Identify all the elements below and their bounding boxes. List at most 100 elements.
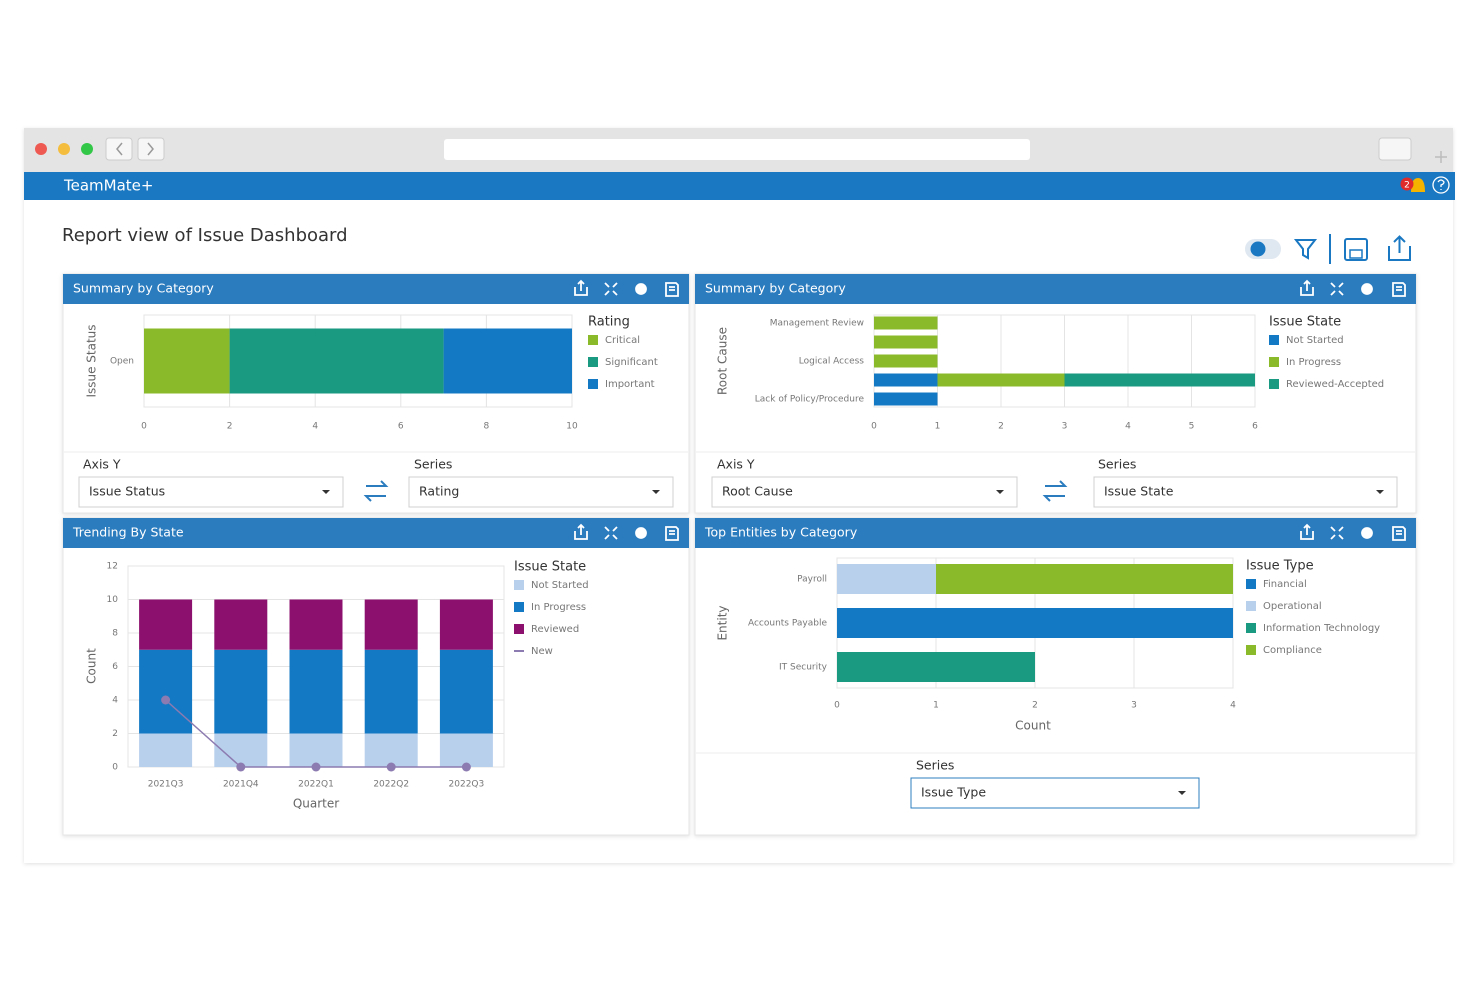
x-tick-label: 2 [998,422,1004,432]
select-value: Rating [419,484,459,499]
settings-icon[interactable] [635,283,647,295]
select-box[interactable] [910,777,1200,809]
report-icon[interactable] [665,282,679,297]
x-tick-label: 4 [312,422,318,432]
select-value: Issue State [1104,484,1174,499]
save-button[interactable] [1344,238,1368,261]
y-tick-label: Payroll [797,575,827,585]
select-caret [996,490,1004,494]
y-tick-label: Logical Access [799,357,865,367]
report-icon[interactable] [1392,526,1406,541]
legend-label: Compliance [1263,645,1322,656]
bar-segment [439,649,493,734]
legend-label: Not Started [1286,335,1344,346]
report-icon[interactable] [1392,282,1406,297]
x-tick-label: 1 [933,701,939,711]
legend-label: Significant [605,357,658,368]
x-tick-label: 2021Q3 [148,780,184,790]
select-box[interactable] [1093,476,1398,508]
expand-icon[interactable] [604,282,618,296]
settings-icon[interactable] [1361,527,1373,539]
bar-segment [936,564,1233,594]
line-point [236,762,246,772]
app-bar [24,172,1455,200]
legend-swatch [1269,335,1279,345]
legend-swatch [1269,357,1279,367]
bar-segment [874,373,938,387]
legend-title: Issue State [1269,315,1341,330]
export-icon[interactable] [574,523,588,540]
bar-segment [443,328,572,394]
bar-segment [874,316,938,330]
y-axis-label: Count [85,648,99,684]
legend-label: Important [605,379,655,390]
bar-segment [439,599,493,650]
legend-label: Operational [1263,601,1322,612]
bar-segment [139,599,193,650]
export-icon[interactable] [1300,523,1314,540]
y-axis-label: Root Cause [716,327,730,395]
bar-segment [1064,373,1255,387]
legend-label: In Progress [1286,357,1341,368]
x-tick-label: 2 [1032,701,1038,711]
x-tick-label: 2022Q1 [298,780,334,790]
y-tick-label: 10 [107,595,119,605]
close-button[interactable] [35,143,47,155]
x-axis-label: Count [1015,719,1051,733]
control-label: Series [916,758,954,773]
share-button[interactable] [1378,137,1412,161]
report-icon[interactable] [665,526,679,541]
legend-label: Critical [605,335,640,346]
bar-segment [229,328,444,394]
control-label: Series [1098,457,1136,472]
y-tick-label: Open [110,357,134,367]
x-tick-label: 0 [834,701,840,711]
export-button[interactable] [1388,235,1411,261]
legend-swatch [1246,601,1256,611]
notification-count: 2 [1404,181,1410,191]
minimize-button[interactable] [58,143,70,155]
export-icon[interactable] [1300,279,1314,296]
x-axis-label: Quarter [293,797,339,811]
select-box[interactable] [78,476,344,508]
help-button[interactable] [1432,176,1450,194]
select-value: Root Cause [722,484,793,499]
settings-icon[interactable] [1361,283,1373,295]
x-tick-label: 2022Q2 [373,780,409,790]
back-button[interactable] [105,137,133,161]
control-label: Axis Y [717,457,755,472]
bar-segment [214,733,268,767]
swap-button[interactable] [363,480,389,502]
y-tick-label: 4 [112,696,118,706]
x-tick-label: 2021Q4 [223,780,259,790]
new-tab-button[interactable] [1435,151,1447,163]
expand-icon[interactable] [1330,282,1344,296]
export-icon[interactable] [574,279,588,296]
panel-title: Summary by Category [73,281,214,296]
swap-button[interactable] [1042,480,1068,502]
bar-segment [874,335,938,349]
settings-icon[interactable] [635,527,647,539]
expand-icon[interactable] [604,526,618,540]
maximize-button[interactable] [81,143,93,155]
bar-segment [837,564,936,594]
select-caret [322,490,330,494]
x-tick-label: 0 [871,422,877,432]
select-box[interactable] [711,476,1018,508]
address-bar[interactable] [444,139,1030,160]
x-tick-label: 4 [1125,422,1131,432]
forward-button[interactable] [137,137,165,161]
y-tick-label: 0 [112,763,118,773]
legend-swatch [1246,645,1256,655]
y-axis-label: Issue Status [85,324,99,397]
legend-title: Issue State [514,560,586,575]
select-box[interactable] [408,476,674,508]
bar-segment [289,599,343,650]
filter-button[interactable] [1293,239,1318,260]
x-tick-label: 2022Q3 [449,780,485,790]
page-title: Report view of Issue Dashboard [62,225,348,246]
legend-label: Reviewed-Accepted [1286,379,1384,390]
notification-bell[interactable] [1411,178,1425,192]
expand-icon[interactable] [1330,526,1344,540]
